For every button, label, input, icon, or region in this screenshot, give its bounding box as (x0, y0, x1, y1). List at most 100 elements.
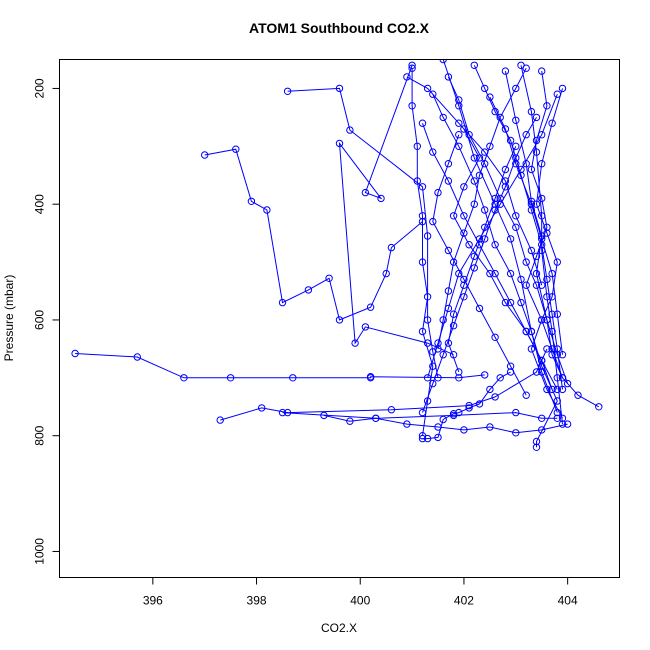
profile-line (204, 148, 423, 321)
data-point (283, 87, 292, 96)
data-point (486, 385, 494, 394)
profile-series (71, 349, 489, 382)
data-point (429, 362, 437, 370)
data-point (439, 415, 447, 424)
data-point (527, 206, 536, 214)
data-point (538, 414, 546, 422)
data-point (444, 246, 453, 255)
profile-line (422, 117, 537, 413)
data-point (563, 420, 572, 428)
data-point (491, 194, 499, 203)
data-point (418, 212, 427, 220)
data-point (543, 223, 551, 232)
data-point (543, 345, 551, 353)
profile-line (504, 70, 600, 408)
y-tick-label: 800 (33, 425, 47, 445)
data-point (491, 200, 499, 208)
data-point (455, 142, 463, 151)
data-point (496, 374, 504, 382)
data-point (522, 281, 530, 289)
data-point (455, 269, 463, 278)
data-point (548, 345, 556, 353)
data-point (527, 165, 536, 174)
data-point (512, 160, 520, 168)
data-point (439, 59, 447, 64)
data-point (439, 351, 447, 359)
profile-series (320, 411, 572, 437)
data-point (455, 131, 463, 139)
data-point (527, 246, 536, 255)
data-point (449, 322, 458, 330)
data-point (553, 414, 561, 422)
data-point (553, 345, 561, 353)
data-point (247, 197, 256, 206)
data-point (439, 316, 447, 324)
data-point (512, 408, 520, 417)
data-point (346, 417, 354, 425)
data-point (460, 125, 468, 133)
data-point (403, 420, 411, 428)
data-point (408, 102, 416, 110)
data-point (460, 281, 468, 289)
profile-series (429, 90, 561, 417)
data-point (434, 345, 442, 353)
data-point (434, 339, 442, 347)
data-point (449, 212, 458, 220)
data-point (351, 339, 359, 347)
data-point (444, 287, 453, 295)
y-axis-label: Pressure (mbar) (2, 275, 16, 362)
data-point (232, 145, 240, 153)
data-point (553, 397, 561, 405)
profile-series (486, 93, 567, 359)
data-point (180, 374, 188, 382)
data-point (278, 408, 287, 417)
data-point (418, 119, 427, 127)
data-point (335, 139, 344, 148)
data-point (372, 414, 380, 422)
profile-line (427, 94, 558, 378)
x-tick-label: 402 (454, 594, 474, 608)
data-point (258, 404, 266, 412)
data-point (449, 258, 458, 266)
profile-series (429, 131, 530, 399)
profile-line (447, 146, 517, 373)
data-point (387, 243, 396, 252)
data-point (496, 200, 504, 208)
x-tick-label: 396 (143, 594, 163, 608)
data-point (522, 327, 530, 336)
data-point (429, 217, 437, 226)
data-point (506, 362, 515, 370)
data-point (532, 443, 541, 451)
data-point (527, 345, 536, 353)
data-point (413, 142, 421, 151)
data-point (289, 374, 297, 382)
data-point (553, 310, 561, 318)
data-point (418, 327, 427, 336)
data-point (517, 275, 525, 284)
data-point (574, 391, 582, 399)
data-point (475, 400, 484, 408)
data-point (548, 385, 556, 394)
data-point (512, 212, 520, 220)
data-point (408, 64, 416, 72)
data-point (418, 258, 427, 266)
data-point (538, 194, 546, 203)
data-point (226, 374, 235, 382)
data-point (470, 252, 478, 260)
data-point (470, 177, 478, 185)
data-point (543, 102, 551, 110)
profile-series (434, 64, 530, 353)
data-point (532, 200, 541, 208)
data-point (325, 274, 333, 282)
data-point (475, 304, 484, 313)
data-point (543, 275, 551, 284)
data-point (538, 67, 546, 75)
data-point (553, 90, 561, 98)
data-point (522, 391, 530, 399)
plot-data (71, 59, 603, 451)
profile-line (282, 412, 558, 419)
profile-series (444, 142, 520, 376)
data-point (460, 183, 468, 191)
data-point (553, 258, 561, 266)
profile-line (287, 87, 439, 378)
